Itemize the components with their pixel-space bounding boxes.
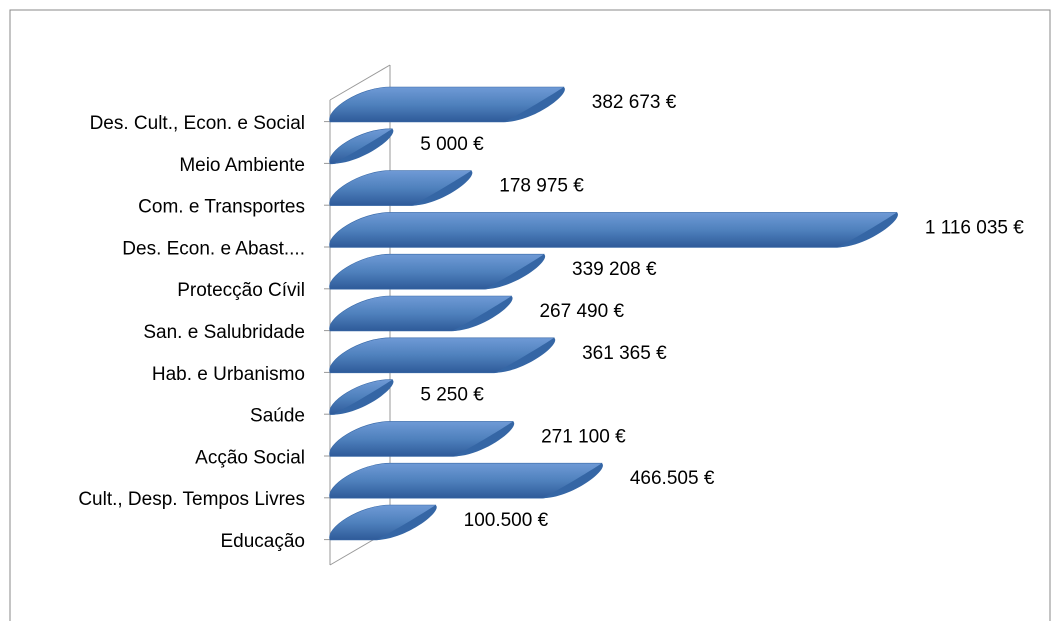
bar — [329, 337, 555, 374]
y-tick-label: Meio Ambiente — [179, 155, 305, 176]
value-label: 271 100 € — [541, 426, 626, 447]
bar-cap — [494, 337, 556, 373]
bar — [329, 128, 393, 165]
y-tick-label: Des. Econ. e Abast.... — [122, 238, 305, 259]
value-label: 382 673 € — [592, 92, 677, 113]
value-label: 339 208 € — [572, 259, 657, 280]
bar-cap — [332, 128, 394, 164]
y-tick-label: Hab. e Urbanismo — [152, 364, 305, 385]
bar-cap — [332, 379, 394, 415]
bar-cap — [453, 421, 515, 457]
y-tick-label: Acção Social — [195, 447, 305, 468]
bar-cap — [375, 505, 437, 540]
bar — [329, 379, 393, 415]
value-label: 178 975 € — [499, 176, 584, 197]
bar — [329, 86, 565, 123]
value-label: 100.500 € — [464, 510, 549, 531]
bar-cap — [411, 170, 473, 206]
y-tick-label: Educação — [220, 531, 305, 552]
value-label: 267 490 € — [539, 301, 624, 322]
value-label: 5 250 € — [420, 385, 484, 406]
y-tick-label: Cult., Desp. Tempos Livres — [78, 489, 305, 510]
value-label: 466.505 € — [630, 468, 715, 489]
value-label: 1 116 035 € — [925, 217, 1024, 238]
bar-cap — [503, 87, 565, 122]
value-label: 361 365 € — [582, 343, 667, 364]
bar-cap — [484, 254, 546, 290]
y-tick-label: Saúde — [250, 406, 305, 427]
bar-cap — [451, 296, 513, 331]
value-label: 5 000 € — [420, 134, 484, 155]
y-tick-label: Protecção Cívil — [177, 280, 305, 301]
bar — [329, 212, 898, 248]
bar — [329, 253, 545, 290]
y-tick-label: Com. e Transportes — [138, 197, 305, 218]
y-tick-label: San. e Salubridade — [143, 322, 305, 343]
bar-cap — [836, 212, 898, 248]
chart-border — [9, 9, 1051, 621]
y-tick-label: Des. Cult., Econ. e Social — [90, 113, 305, 134]
bar-cap — [541, 463, 603, 499]
